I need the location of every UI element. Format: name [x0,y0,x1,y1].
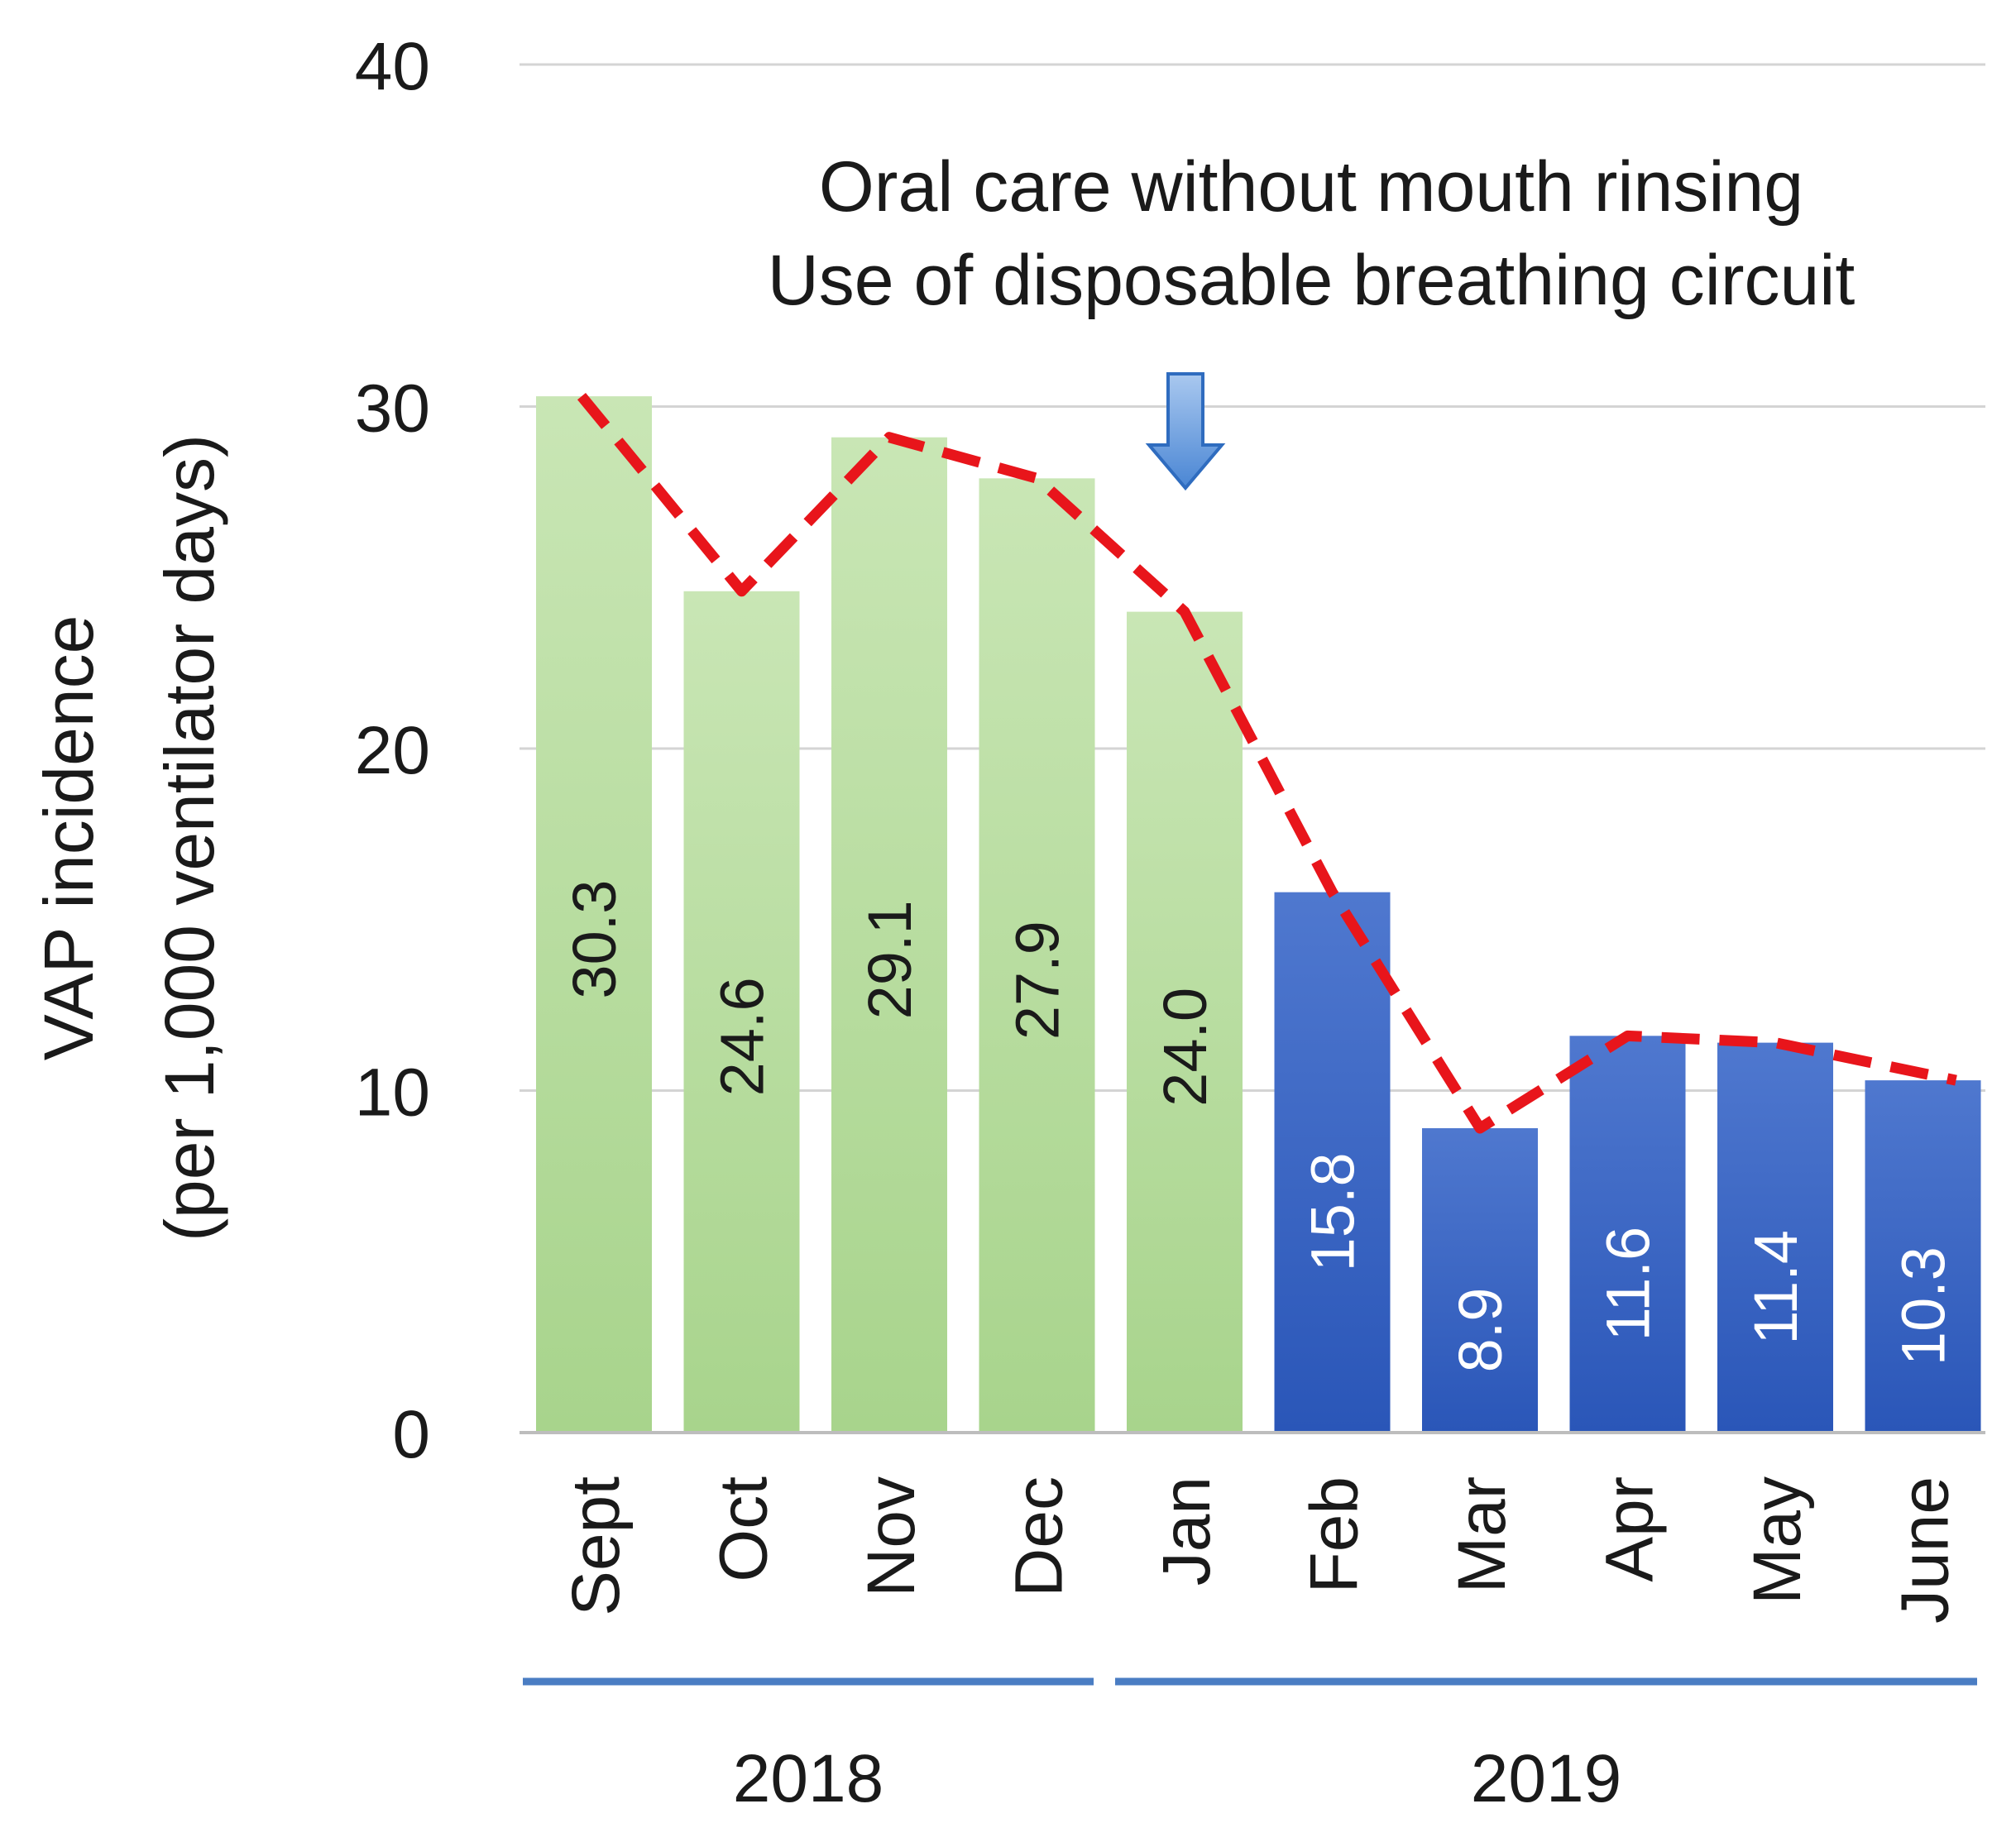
bar-value-label: 27.9 [1003,921,1072,1040]
bar-apr [1569,1036,1686,1433]
bar-mar [1422,1127,1538,1433]
bar-value-label: 11.4 [1741,1230,1810,1345]
y-axis-ticks: 0 10 20 30 40 [355,29,430,1472]
y-tick-label: 10 [355,1055,430,1131]
x-tick-label: Jan [1149,1476,1224,1586]
bar-june [1865,1080,1981,1433]
x-tick-label: May [1740,1476,1815,1605]
bar-feb [1274,892,1391,1433]
bar-sept [536,396,652,1433]
bar-nov [831,437,947,1433]
bar-dec [979,478,1095,1433]
bar-value-label: 29.1 [855,900,924,1019]
bars [536,396,1981,1433]
bar-value-label: 24.0 [1151,988,1219,1107]
x-tick-label: Mar [1444,1476,1520,1593]
x-tick-label: Apr [1592,1476,1668,1582]
y-tick-label: 0 [392,1397,430,1472]
bar-value-label: 8.9 [1446,1288,1515,1373]
intervention-arrow-icon [1145,372,1226,491]
x-tick-label: Feb [1297,1476,1372,1593]
year-group-label: 2018 [733,1741,883,1816]
x-tick-label: Dec [1002,1476,1077,1597]
bar-value-label: 30.3 [560,880,629,999]
x-tick-label: Sept [558,1476,634,1616]
bar-value-label: 24.6 [708,977,777,1096]
y-tick-label: 30 [355,371,430,447]
bar-value-labels: 30.3 24.6 29.1 27.9 24.0 15.8 8.9 11.6 11.4 10.3 [560,880,1958,1373]
bar-oct [683,591,800,1433]
y-tick-label: 40 [355,29,430,104]
bar-jan [1127,611,1243,1433]
y-tick-label: 20 [355,713,430,788]
trend-line-path [577,392,1957,1134]
intervention-note-line1: Oral care without mouth rinsing [819,147,1803,227]
intervention-note-line2: Use of disposable breathing circuit [768,241,1856,320]
bar-value-label: 15.8 [1299,1152,1367,1271]
trend-line [577,392,1957,1134]
bar-value-label: 11.6 [1594,1227,1663,1342]
x-axis-categories: Sept Oct Nov Dec Jan Feb Mar Apr May June [558,1476,1963,1624]
year-groups: 2018 2019 [523,1677,1977,1816]
year-group-label: 2019 [1471,1741,1621,1816]
x-tick-label: Nov [854,1476,929,1597]
x-tick-label: Oct [706,1476,782,1582]
x-tick-label: June [1888,1476,1963,1624]
y-axis-label-line2: (per 1,000 ventilator days) [151,434,228,1242]
y-axis-label-line1: VAP incidence [30,615,108,1061]
bar-value-label: 10.3 [1889,1246,1958,1366]
bar-may [1717,1042,1833,1433]
